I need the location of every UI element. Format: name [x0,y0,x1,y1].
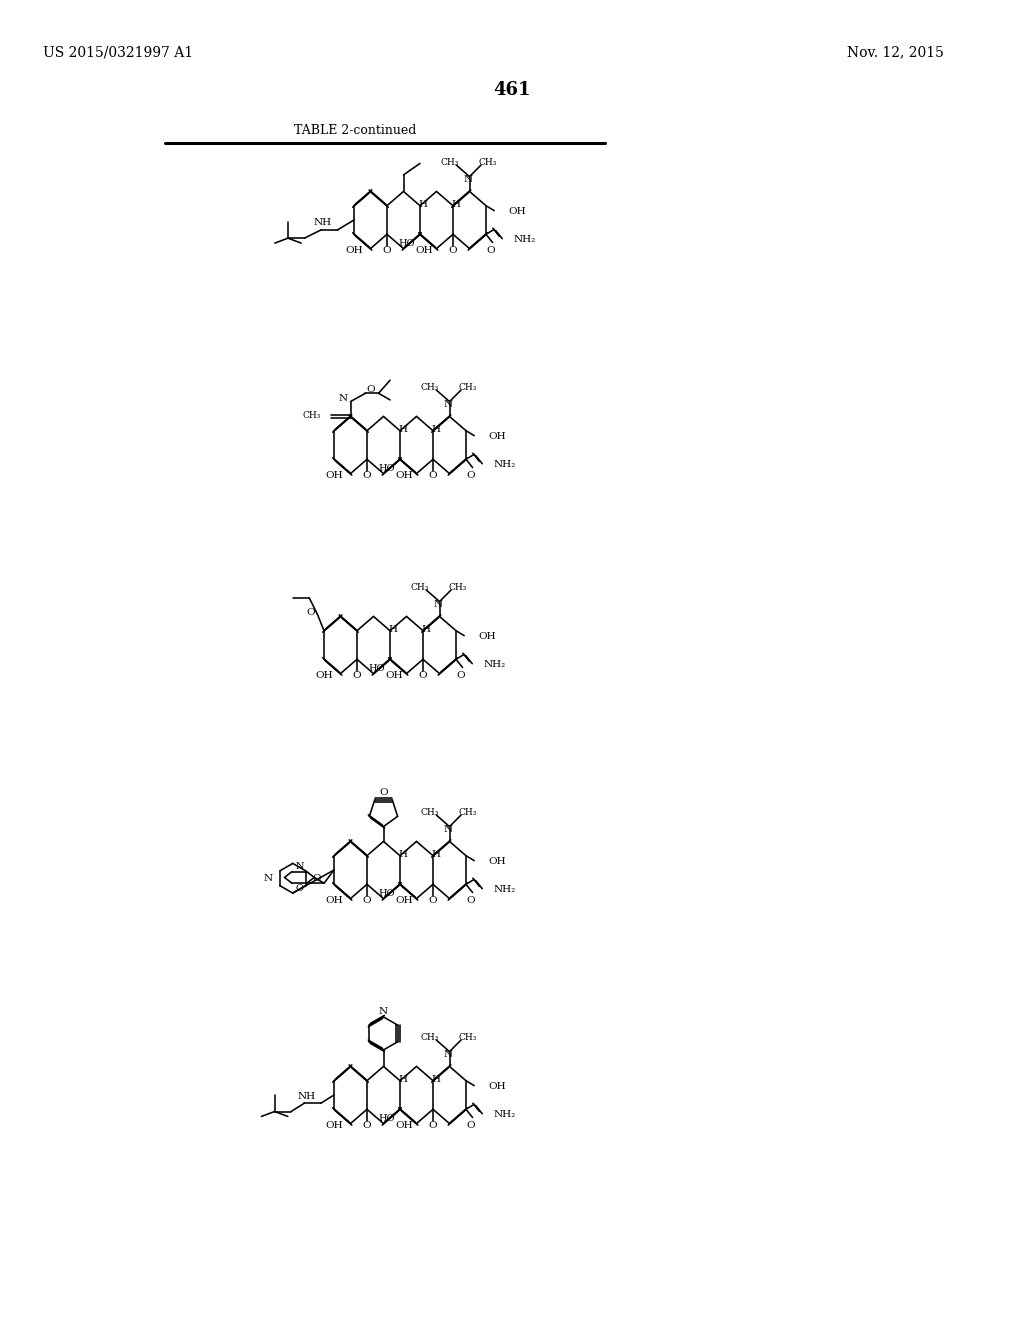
Text: O: O [295,883,303,892]
Text: H: H [398,425,408,434]
Text: CH₃: CH₃ [479,157,498,166]
Text: Nov. 12, 2015: Nov. 12, 2015 [847,45,943,59]
Text: NH₂: NH₂ [494,1110,516,1119]
Text: OH: OH [395,1121,413,1130]
Text: OH: OH [315,671,333,680]
Text: O: O [306,607,314,616]
Text: OH: OH [508,207,526,216]
Text: H: H [452,201,461,209]
Text: O: O [457,671,465,680]
Text: CH₃: CH₃ [440,157,459,166]
Text: O: O [383,246,391,255]
Text: OH: OH [326,1121,343,1130]
Text: CH₃: CH₃ [420,808,438,817]
Text: OH: OH [345,246,362,255]
Text: NH₂: NH₂ [484,660,506,669]
Text: OH: OH [488,1082,506,1092]
Text: N: N [464,176,473,183]
Text: H: H [431,425,440,434]
Text: O: O [362,471,372,479]
Text: HO: HO [379,463,395,473]
Text: O: O [467,1121,475,1130]
Text: US 2015/0321997 A1: US 2015/0321997 A1 [43,45,194,59]
Text: NH₂: NH₂ [514,235,537,244]
Text: H: H [422,626,430,634]
Text: O: O [429,896,437,904]
Text: TABLE 2-continued: TABLE 2-continued [294,124,416,136]
Text: H: H [388,626,397,634]
Text: HO: HO [379,1114,395,1123]
Text: N: N [339,395,348,403]
Text: N: N [264,874,273,883]
Text: H: H [431,850,440,859]
Text: O: O [429,471,437,479]
Text: O: O [379,788,388,797]
Text: OH: OH [326,896,343,904]
Text: OH: OH [478,632,496,642]
Text: OH: OH [488,857,506,866]
Text: CH₃: CH₃ [459,383,477,392]
Text: O: O [449,246,458,255]
Text: OH: OH [488,432,506,441]
Text: CH₃: CH₃ [420,383,438,392]
Text: OH: OH [395,471,413,479]
Text: OH: OH [326,471,343,479]
Text: NH₂: NH₂ [494,886,516,894]
Text: O: O [362,896,372,904]
Text: HO: HO [369,664,385,673]
Text: 461: 461 [494,81,530,99]
Text: O: O [352,671,361,680]
Text: NH: NH [297,1092,315,1101]
Text: OH: OH [415,246,433,255]
Text: CH₃: CH₃ [302,411,321,420]
Text: HO: HO [379,888,395,898]
Text: CH₃: CH₃ [459,1032,477,1041]
Text: HO: HO [398,239,415,248]
Text: NH₂: NH₂ [494,461,516,469]
Text: O: O [467,896,475,904]
Text: O: O [467,471,475,479]
Text: N: N [444,400,453,409]
Text: H: H [398,850,408,859]
Text: CH₃: CH₃ [411,582,428,591]
Text: OH: OH [395,896,413,904]
Text: O: O [312,874,322,883]
Text: CH₃: CH₃ [459,808,477,817]
Text: H: H [398,1076,408,1084]
Text: N: N [444,825,453,834]
Text: NH: NH [314,218,332,227]
Text: O: O [419,671,427,680]
Text: O: O [429,1121,437,1130]
Text: O: O [486,246,496,255]
Text: N: N [444,1051,453,1059]
Text: O: O [362,1121,372,1130]
Text: N: N [295,862,303,871]
Text: H: H [419,201,427,209]
Text: N: N [379,1007,388,1016]
Text: O: O [366,385,375,393]
Text: N: N [434,601,443,609]
Text: CH₃: CH₃ [449,582,467,591]
Text: CH₃: CH₃ [420,1032,438,1041]
Text: H: H [431,1076,440,1084]
Text: OH: OH [385,671,402,680]
